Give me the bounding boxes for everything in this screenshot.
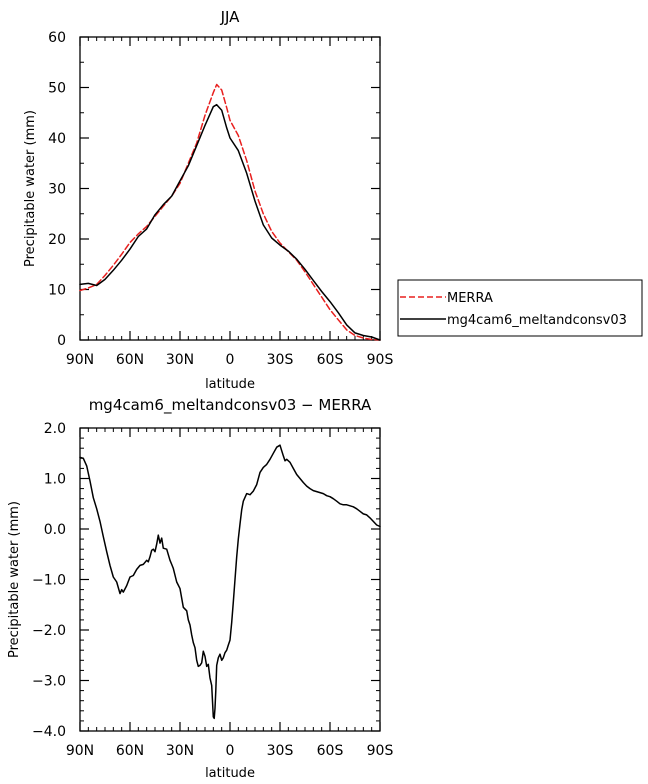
- y-tick-label: 1.0: [44, 472, 66, 488]
- x-tick-label: 90S: [367, 352, 394, 368]
- plot-frame: [79, 427, 381, 732]
- x-tick-label: 30S: [267, 743, 294, 759]
- y-tick-label: 60: [48, 30, 66, 46]
- y-tick-label: −2.0: [32, 623, 66, 639]
- x-tick-label: 60N: [116, 743, 144, 759]
- legend-label-0: MERRA: [447, 291, 493, 306]
- y-tick-label: 0: [57, 333, 66, 349]
- y-tick-label: 0.0: [44, 522, 66, 538]
- x-tick-label: 60N: [116, 352, 144, 368]
- y-tick-label: −3.0: [32, 674, 66, 690]
- y-tick-label: 30: [48, 182, 66, 198]
- plot-frame: [79, 36, 381, 341]
- y-axis-label: Precipitable water (mm): [23, 110, 38, 267]
- y-tick-label: 2.0: [44, 421, 66, 437]
- top-chart-panel: 90N 60N 30N 0 30S 60S 90S 0 10 20 30 40 50 60 JJA latit…: [23, 8, 393, 392]
- y-tick-label: −4.0: [32, 724, 66, 740]
- chart-title: mg4cam6_meltandconsv03 − MERRA: [89, 396, 372, 415]
- y-tick-label: −1.0: [32, 573, 66, 589]
- y-tick-label: 20: [48, 232, 66, 248]
- x-axis-label: latitude: [205, 766, 255, 781]
- x-tick-label: 90S: [367, 743, 394, 759]
- x-axis-label: latitude: [205, 377, 255, 392]
- x-tick-label: 90N: [66, 743, 94, 759]
- series-line-1: [79, 103, 381, 341]
- x-tick-label: 60S: [317, 352, 344, 368]
- x-tick-label: 30S: [267, 352, 294, 368]
- legend-box: [397, 279, 643, 337]
- x-tick-label: 0: [226, 352, 235, 368]
- x-tick-label: 30N: [166, 352, 194, 368]
- y-tick-label: 10: [48, 283, 66, 299]
- x-tick-label: 0: [226, 743, 235, 759]
- y-axis-label: Precipitable water (mm): [7, 501, 22, 658]
- x-tick-label: 60S: [317, 743, 344, 759]
- legend-label-1: mg4cam6_meltandconsv03: [447, 313, 627, 328]
- x-tick-label: 30N: [166, 743, 194, 759]
- series-line-0: [79, 83, 381, 341]
- y-tick-label: 50: [48, 81, 66, 97]
- bottom-chart-panel: 90N 60N 30N 0 30S 60S 90S 2.0 1.0 0.0 −1.0 −2.0 −3.0…: [7, 396, 393, 781]
- y-tick-label: 40: [48, 131, 66, 147]
- series-line-0: [79, 444, 381, 720]
- chart-title: JJA: [220, 8, 241, 26]
- legend: MERRA mg4cam6_meltandconsv03: [397, 279, 643, 337]
- x-tick-label: 90N: [66, 352, 94, 368]
